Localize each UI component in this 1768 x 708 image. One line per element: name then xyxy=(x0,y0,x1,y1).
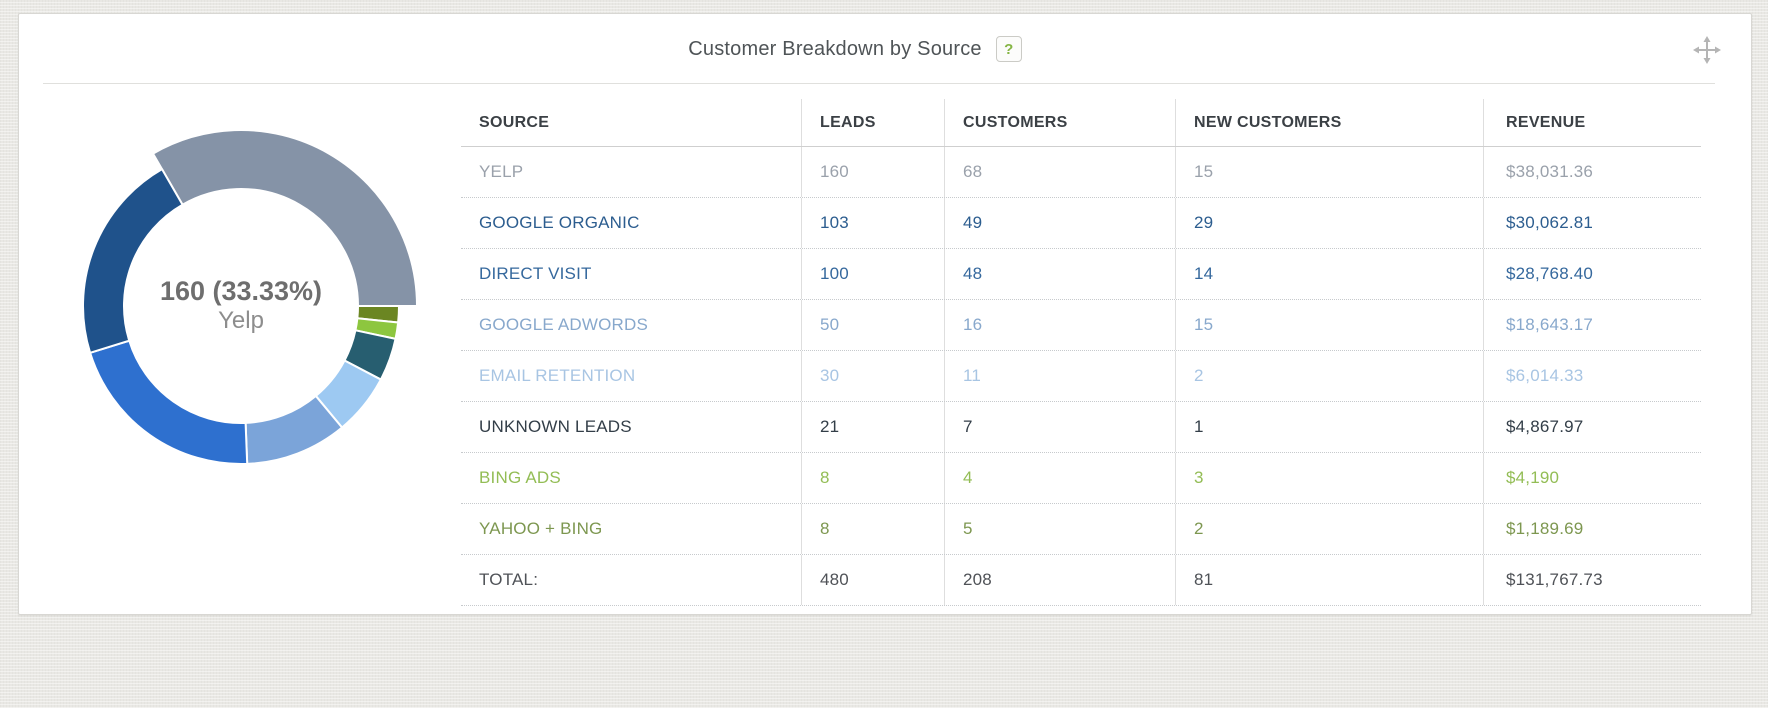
help-icon[interactable]: ? xyxy=(995,36,1022,62)
table-row[interactable]: YELP 160 68 15 $38,031.36 xyxy=(461,147,1701,198)
row-leads: 50 xyxy=(801,300,944,350)
donut-slices[interactable] xyxy=(61,126,421,486)
row-leads: 103 xyxy=(801,198,944,248)
row-new-customers: 29 xyxy=(1175,198,1483,248)
row-customers: 16 xyxy=(944,300,1175,350)
widget-header: Customer Breakdown by Source ? xyxy=(19,34,1691,64)
row-customers: 11 xyxy=(944,351,1175,401)
row-leads: 8 xyxy=(801,504,944,554)
total-customers: 208 xyxy=(944,555,1175,605)
row-revenue: $6,014.33 xyxy=(1483,351,1701,401)
row-revenue: $18,643.17 xyxy=(1483,300,1701,350)
row-revenue: $30,062.81 xyxy=(1483,198,1701,248)
row-customers: 4 xyxy=(944,453,1175,503)
row-leads: 100 xyxy=(801,249,944,299)
row-revenue: $4,867.97 xyxy=(1483,402,1701,452)
total-new-customers: 81 xyxy=(1175,555,1483,605)
donut-slice-yelp[interactable] xyxy=(152,129,418,307)
row-leads: 30 xyxy=(801,351,944,401)
row-new-customers: 3 xyxy=(1175,453,1483,503)
table-row[interactable]: DIRECT VISIT 100 48 14 $28,768.40 xyxy=(461,249,1701,300)
source-breakdown-table: SOURCE LEADS CUSTOMERS NEW CUSTOMERS REV… xyxy=(461,99,1701,606)
row-source[interactable]: EMAIL RETENTION xyxy=(479,366,636,385)
customer-breakdown-widget: Customer Breakdown by Source ? 160 (33.3… xyxy=(18,13,1752,615)
row-customers: 48 xyxy=(944,249,1175,299)
row-leads: 21 xyxy=(801,402,944,452)
row-revenue: $4,190 xyxy=(1483,453,1701,503)
row-new-customers: 2 xyxy=(1175,504,1483,554)
donut-chart[interactable]: 160 (33.33%) Yelp xyxy=(61,126,421,486)
row-source[interactable]: YAHOO + BING xyxy=(479,519,603,538)
widget-title: Customer Breakdown by Source xyxy=(688,37,982,60)
row-source[interactable]: UNKNOWN LEADS xyxy=(479,417,632,436)
column-header-customers[interactable]: CUSTOMERS xyxy=(944,99,1175,146)
table-row[interactable]: BING ADS 8 4 3 $4,190 xyxy=(461,453,1701,504)
column-header-source[interactable]: SOURCE xyxy=(479,113,550,131)
donut-slice-google-organic[interactable] xyxy=(82,168,184,354)
table-total-row: TOTAL: 480 208 81 $131,767.73 xyxy=(461,555,1701,606)
row-source[interactable]: DIRECT VISIT xyxy=(479,264,592,283)
row-new-customers: 15 xyxy=(1175,147,1483,197)
row-new-customers: 1 xyxy=(1175,402,1483,452)
row-customers: 49 xyxy=(944,198,1175,248)
table-row[interactable]: GOOGLE ORGANIC 103 49 29 $30,062.81 xyxy=(461,198,1701,249)
row-new-customers: 15 xyxy=(1175,300,1483,350)
row-customers: 5 xyxy=(944,504,1175,554)
row-source[interactable]: GOOGLE ORGANIC xyxy=(479,213,640,232)
column-header-new-customers[interactable]: NEW CUSTOMERS xyxy=(1175,99,1483,146)
row-source[interactable]: GOOGLE ADWORDS xyxy=(479,315,649,334)
row-revenue: $1,189.69 xyxy=(1483,504,1701,554)
column-header-revenue[interactable]: REVENUE xyxy=(1483,99,1701,146)
row-customers: 68 xyxy=(944,147,1175,197)
row-revenue: $28,768.40 xyxy=(1483,249,1701,299)
table-header-row: SOURCE LEADS CUSTOMERS NEW CUSTOMERS REV… xyxy=(461,99,1701,147)
total-revenue: $131,767.73 xyxy=(1483,555,1701,605)
table-row[interactable]: EMAIL RETENTION 30 11 2 $6,014.33 xyxy=(461,351,1701,402)
table-row[interactable]: YAHOO + BING 8 5 2 $1,189.69 xyxy=(461,504,1701,555)
table-row[interactable]: GOOGLE ADWORDS 50 16 15 $18,643.17 xyxy=(461,300,1701,351)
row-leads: 8 xyxy=(801,453,944,503)
row-customers: 7 xyxy=(944,402,1175,452)
donut-slice-direct-visit[interactable] xyxy=(89,339,249,465)
row-leads: 160 xyxy=(801,147,944,197)
total-label: TOTAL: xyxy=(479,570,539,589)
row-source[interactable]: YELP xyxy=(479,162,524,181)
row-new-customers: 14 xyxy=(1175,249,1483,299)
column-header-leads[interactable]: LEADS xyxy=(801,99,944,146)
move-drag-handle[interactable] xyxy=(1689,32,1725,68)
header-divider xyxy=(43,83,1715,84)
row-new-customers: 2 xyxy=(1175,351,1483,401)
table-row[interactable]: UNKNOWN LEADS 21 7 1 $4,867.97 xyxy=(461,402,1701,453)
total-leads: 480 xyxy=(801,555,944,605)
row-revenue: $38,031.36 xyxy=(1483,147,1701,197)
row-source[interactable]: BING ADS xyxy=(479,468,561,487)
move-arrows-icon xyxy=(1693,36,1721,64)
